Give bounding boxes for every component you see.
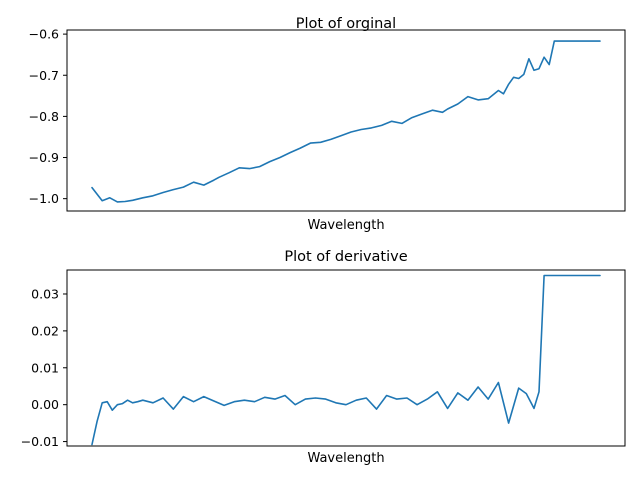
bottom-chart: Plot of derivative −0.01 0.00 0.01 0.02 0.03… xyxy=(21,249,626,466)
bottom-y-tick-label: −0.01 xyxy=(21,434,59,449)
top-y-tick-label: −0.9 xyxy=(29,150,59,165)
bottom-y-tick-label: 0.02 xyxy=(31,323,59,338)
top-chart-title: Plot of orginal xyxy=(296,16,396,32)
top-y-tick-label: −0.6 xyxy=(29,27,59,42)
bottom-y-tick-label: 0.01 xyxy=(31,360,59,375)
top-x-axis-label: Wavelength xyxy=(307,218,384,233)
bottom-chart-title: Plot of derivative xyxy=(284,249,407,265)
bottom-y-tick-label: 0.00 xyxy=(31,397,59,412)
top-y-axis-ticks: −1.0 −0.9 −0.8 −0.7 −0.6 xyxy=(29,27,67,206)
top-y-tick-label: −0.7 xyxy=(29,68,59,83)
bottom-y-axis-ticks: −0.01 0.00 0.01 0.02 0.03 xyxy=(21,286,67,449)
bottom-plot-frame xyxy=(66,269,626,447)
bottom-x-axis-label: Wavelength xyxy=(307,451,384,466)
top-plot-frame xyxy=(66,29,626,212)
top-chart: Plot of orginal −1.0 −0.9 −0.8 −0.7 −0.6 Wav… xyxy=(29,16,626,233)
top-series-line xyxy=(91,40,601,203)
top-y-tick-label: −0.8 xyxy=(29,109,59,124)
top-y-tick-label: −1.0 xyxy=(29,191,59,206)
bottom-y-tick-label: 0.03 xyxy=(31,286,59,301)
bottom-series-line xyxy=(91,274,601,446)
